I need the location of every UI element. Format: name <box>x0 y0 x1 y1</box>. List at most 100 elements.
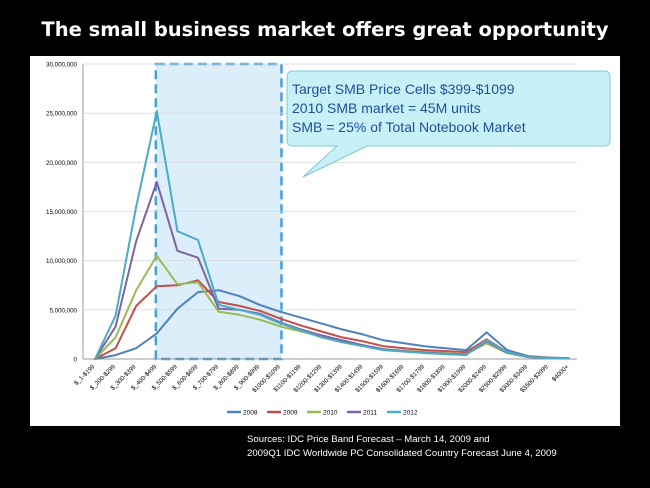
data-point <box>279 325 282 328</box>
y-tick-label: 20,000,000 <box>46 160 78 167</box>
data-point <box>403 342 406 345</box>
y-tick-label: 25,000,000 <box>46 111 78 118</box>
data-point <box>403 347 406 350</box>
data-point <box>135 347 138 350</box>
data-point <box>217 310 220 313</box>
data-point <box>568 357 570 360</box>
data-point <box>279 317 282 320</box>
data-point <box>155 285 158 288</box>
data-point <box>238 295 241 297</box>
data-point <box>423 345 426 348</box>
data-point <box>135 240 138 242</box>
data-point <box>382 349 385 352</box>
data-point <box>155 181 158 183</box>
data-point <box>217 307 220 310</box>
data-point <box>114 336 117 339</box>
data-point <box>176 249 179 252</box>
data-point <box>135 305 138 307</box>
data-point <box>197 239 199 241</box>
data-point <box>135 205 138 208</box>
data-point <box>444 350 447 353</box>
data-point <box>423 349 426 352</box>
data-point <box>155 332 158 335</box>
chart-panel: 0 5,000,000 10,000,000 15,000,000 20,000,000… <box>30 56 620 426</box>
data-point <box>465 354 467 356</box>
data-point <box>300 316 302 319</box>
data-point <box>217 304 220 306</box>
data-point <box>485 331 488 334</box>
sources-line-1: Sources: IDC Price Band Forecast – March… <box>247 434 490 445</box>
legend-label-2009: 2009 <box>283 410 298 417</box>
data-point <box>465 349 467 352</box>
y-tick-label: 30,000,000 <box>46 62 78 69</box>
data-point <box>506 351 509 354</box>
data-point <box>258 304 261 306</box>
data-point <box>238 305 241 307</box>
data-point <box>238 308 241 311</box>
legend-label-2012: 2012 <box>403 410 418 417</box>
data-point <box>114 314 117 317</box>
data-point <box>485 339 488 342</box>
data-point <box>197 291 199 294</box>
data-point <box>114 354 117 356</box>
data-point <box>114 325 117 328</box>
callout-line-1: Target SMB Price Cells $399-$1099 <box>292 81 515 97</box>
data-point <box>382 345 385 348</box>
data-point <box>320 334 323 337</box>
data-point <box>403 350 406 353</box>
data-point <box>341 328 344 331</box>
data-point <box>258 318 261 321</box>
data-point <box>320 330 323 333</box>
data-point <box>362 340 364 343</box>
series-line-2008 <box>94 289 570 360</box>
data-point <box>176 307 179 310</box>
data-point <box>176 283 179 286</box>
sources-line-2: 2009Q1 IDC Worldwide PC Consolidated Cou… <box>247 448 557 459</box>
data-point <box>547 357 550 359</box>
legend-label-2011: 2011 <box>363 410 377 417</box>
data-point <box>258 313 261 316</box>
x-tick-label: $4000+ <box>551 363 571 383</box>
line-chart: 0 5,000,000 10,000,000 15,000,000 20,000,000… <box>46 62 611 417</box>
y-tick-label: 0 <box>74 357 78 364</box>
data-point <box>423 352 426 354</box>
data-point <box>362 333 364 336</box>
callout-line-3: SMB = 25% of Total Notebook Market <box>292 119 526 135</box>
data-point <box>279 310 282 313</box>
data-point <box>155 254 158 257</box>
data-point <box>320 322 323 325</box>
callout-line-2: 2010 SMB market = 45M units <box>292 100 481 116</box>
y-tick-label: 10,000,000 <box>46 258 78 265</box>
data-point <box>300 324 302 327</box>
y-tick-label: 5,000,000 <box>49 307 77 314</box>
data-point <box>341 336 344 339</box>
callout-bubble <box>286 70 611 178</box>
data-point <box>135 289 138 292</box>
data-point <box>506 349 509 352</box>
y-tick-label: 15,000,000 <box>46 209 78 216</box>
data-point <box>526 356 529 358</box>
data-point <box>341 341 344 344</box>
data-point <box>320 336 323 339</box>
series-line-2012 <box>94 110 570 360</box>
sources-note: Sources: IDC Price Band Forecast – March… <box>247 433 637 461</box>
data-point <box>238 313 241 316</box>
data-point <box>197 279 199 282</box>
data-point <box>155 110 158 113</box>
data-point <box>341 339 344 342</box>
data-point <box>300 329 302 332</box>
data-point <box>217 289 220 292</box>
data-point <box>362 345 364 348</box>
data-point <box>258 309 261 312</box>
legend-label-2010: 2010 <box>323 410 338 417</box>
data-point <box>94 358 96 360</box>
data-point <box>382 339 385 342</box>
data-point <box>114 347 117 350</box>
data-point <box>279 322 282 325</box>
data-point <box>465 351 467 354</box>
slide-title: The small business market offers great o… <box>41 18 609 41</box>
data-point <box>444 353 447 355</box>
legend-label-2008: 2008 <box>243 410 258 417</box>
data-point <box>197 281 199 284</box>
data-point <box>197 256 199 259</box>
